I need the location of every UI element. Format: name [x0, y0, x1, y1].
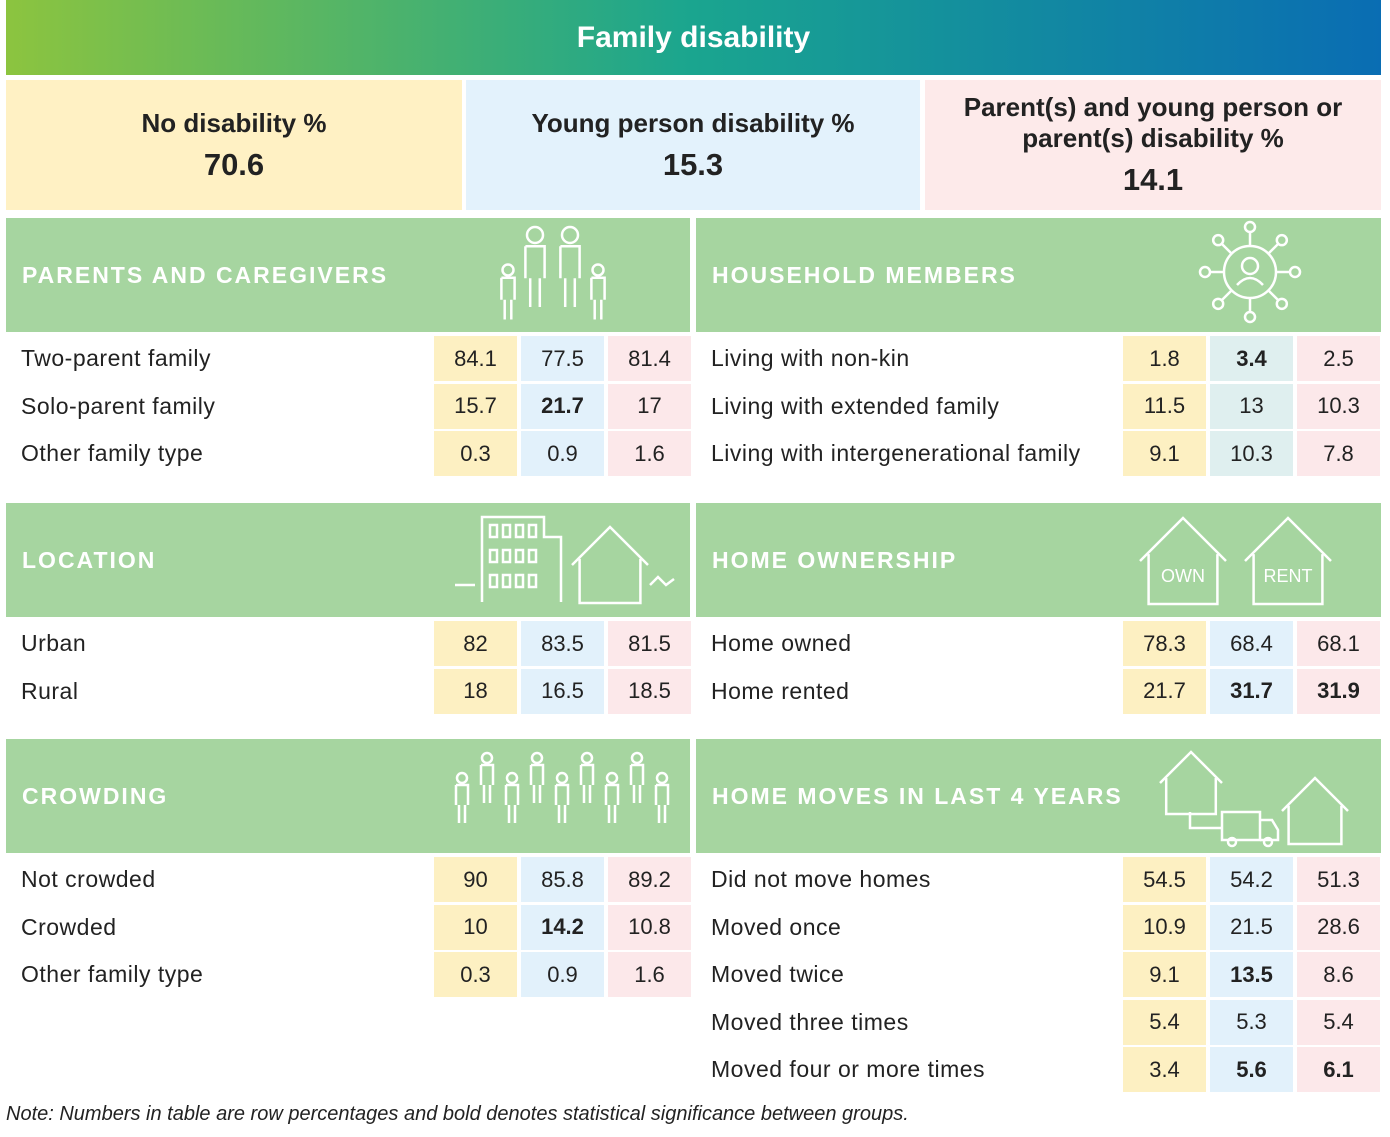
row-label: Other family type — [21, 961, 204, 987]
value-cell: 85.8 — [521, 857, 604, 902]
row-label: Did not move homes — [711, 866, 931, 892]
group-summary: Young person disability % 15.3 — [466, 80, 920, 210]
value-cell: 18 — [434, 668, 517, 714]
value-cell: 10 — [434, 904, 517, 950]
group-label: Parent(s) and young person or parent(s) … — [963, 92, 1343, 153]
value-cell: 14.2 — [521, 904, 604, 950]
value-cell: 83.5 — [521, 621, 604, 666]
group-value: 70.6 — [203, 146, 265, 182]
value-cell: 5.4 — [1123, 999, 1206, 1045]
value-cell: 8.6 — [1297, 952, 1380, 997]
group-summary: Parent(s) and young person or parent(s) … — [925, 80, 1381, 210]
row-label: Home rented — [711, 677, 850, 704]
value-cell: 68.4 — [1210, 621, 1293, 666]
value-cell: 0.9 — [521, 431, 604, 476]
group-label: Young person disability % — [531, 107, 855, 138]
value-cell: 31.7 — [1210, 668, 1293, 714]
value-cell: 81.5 — [608, 621, 691, 666]
value-cell: 10.9 — [1123, 904, 1206, 950]
group-value: 14.1 — [1122, 162, 1184, 197]
value-cell: 0.3 — [434, 952, 517, 997]
row-label: Living with intergenerational family — [711, 440, 1081, 466]
group-label: No disability % — [141, 107, 327, 138]
section-header: HOME MOVES IN LAST 4 YEARS — [696, 739, 1381, 853]
value-cell: 81.4 — [608, 336, 691, 381]
value-cell: 0.9 — [521, 952, 604, 997]
row-label: Living with non-kin — [711, 345, 910, 371]
row-label: Other family type — [21, 440, 204, 466]
value-cell: 11.5 — [1123, 383, 1206, 429]
row-label: Moved four or more times — [711, 1056, 986, 1082]
section-header: LOCATION — [6, 503, 690, 617]
section-header: CROWDING — [6, 739, 690, 853]
value-cell: 77.5 — [521, 336, 604, 381]
value-cell: 0.3 — [434, 431, 517, 476]
value-cell: 6.1 — [1297, 1047, 1380, 1092]
row-label: Home owned — [711, 630, 852, 656]
value-cell: 89.2 — [608, 857, 691, 902]
row-label: Crowded — [21, 913, 117, 940]
group-value: 15.3 — [662, 146, 724, 182]
value-cell: 21.7 — [521, 383, 604, 429]
value-cell: 82 — [434, 621, 517, 666]
title: Family disability — [6, 0, 1381, 75]
value-cell: 9.1 — [1123, 952, 1206, 997]
row-label: Moved three times — [711, 1008, 909, 1035]
value-cell: 17 — [608, 383, 691, 429]
value-cell: 54.5 — [1123, 857, 1206, 902]
value-cell: 1.6 — [608, 431, 691, 476]
group-summary: No disability % 70.6 — [6, 80, 462, 210]
value-cell: 51.3 — [1297, 857, 1380, 902]
value-cell: 3.4 — [1210, 336, 1293, 381]
value-cell: 21.7 — [1123, 668, 1206, 714]
value-cell: 1.8 — [1123, 336, 1206, 381]
row-label: Solo-parent family — [21, 392, 216, 419]
row-label: Moved once — [711, 913, 842, 940]
row-label: Living with extended family — [711, 392, 1000, 419]
value-cell: 2.5 — [1297, 336, 1380, 381]
value-cell: 10.8 — [608, 904, 691, 950]
section-header: HOUSEHOLD MEMBERS — [696, 218, 1381, 332]
value-cell: 5.6 — [1210, 1047, 1293, 1092]
row-label: Not crowded — [21, 866, 156, 892]
value-cell: 5.3 — [1210, 999, 1293, 1045]
value-cell: 9.1 — [1123, 431, 1206, 476]
value-cell: 28.6 — [1297, 904, 1380, 950]
row-label: Rural — [21, 677, 79, 704]
value-cell: 15.7 — [434, 383, 517, 429]
value-cell: 31.9 — [1297, 668, 1380, 714]
value-cell: 18.5 — [608, 668, 691, 714]
value-cell: 3.4 — [1123, 1047, 1206, 1092]
value-cell: 84.1 — [434, 336, 517, 381]
value-cell: 68.1 — [1297, 621, 1380, 666]
note: Note: Numbers in table are row percentag… — [6, 1103, 909, 1125]
value-cell: 21.5 — [1210, 904, 1293, 950]
value-cell: 1.6 — [608, 952, 691, 997]
section-header: HOME OWNERSHIP — [696, 503, 1381, 617]
value-cell: 90 — [434, 857, 517, 902]
value-cell: 78.3 — [1123, 621, 1206, 666]
value-cell: 54.2 — [1210, 857, 1293, 902]
value-cell: 13 — [1210, 383, 1293, 429]
row-label: Urban — [21, 630, 87, 656]
value-cell: 5.4 — [1297, 999, 1380, 1045]
value-cell: 10.3 — [1210, 431, 1293, 476]
value-cell: 13.5 — [1210, 952, 1293, 997]
row-label: Two-parent family — [21, 345, 212, 371]
value-cell: 7.8 — [1297, 431, 1380, 476]
row-label: Moved twice — [711, 961, 845, 987]
section-header: PARENTS AND CAREGIVERS — [6, 218, 690, 332]
value-cell: 10.3 — [1297, 383, 1380, 429]
value-cell: 16.5 — [521, 668, 604, 714]
